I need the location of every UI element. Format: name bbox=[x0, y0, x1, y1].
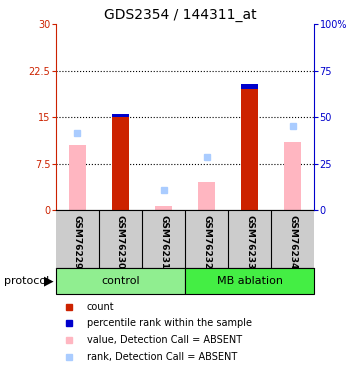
Bar bbox=[198, 182, 215, 210]
Text: GDS2354 / 144311_at: GDS2354 / 144311_at bbox=[104, 8, 257, 22]
Bar bbox=[284, 142, 301, 210]
Text: GSM76233: GSM76233 bbox=[245, 214, 254, 269]
Text: MB ablation: MB ablation bbox=[217, 276, 283, 286]
Bar bbox=[112, 114, 129, 117]
Bar bbox=[155, 206, 172, 210]
Bar bbox=[112, 117, 129, 210]
Text: GSM76229: GSM76229 bbox=[73, 214, 82, 269]
Text: GSM76230: GSM76230 bbox=[116, 214, 125, 269]
Text: GSM76231: GSM76231 bbox=[159, 214, 168, 269]
Bar bbox=[69, 145, 86, 210]
Text: percentile rank within the sample: percentile rank within the sample bbox=[87, 318, 252, 328]
Bar bbox=[56, 268, 185, 294]
Text: rank, Detection Call = ABSENT: rank, Detection Call = ABSENT bbox=[87, 352, 237, 362]
Text: value, Detection Call = ABSENT: value, Detection Call = ABSENT bbox=[87, 335, 242, 345]
Bar bbox=[185, 268, 314, 294]
Text: count: count bbox=[87, 302, 114, 312]
Bar bbox=[241, 89, 258, 210]
Text: ▶: ▶ bbox=[44, 274, 53, 288]
Text: control: control bbox=[101, 276, 140, 286]
Text: protocol: protocol bbox=[4, 276, 49, 286]
Text: GSM76234: GSM76234 bbox=[288, 214, 297, 269]
Text: GSM76232: GSM76232 bbox=[202, 214, 211, 269]
Bar bbox=[241, 84, 258, 89]
